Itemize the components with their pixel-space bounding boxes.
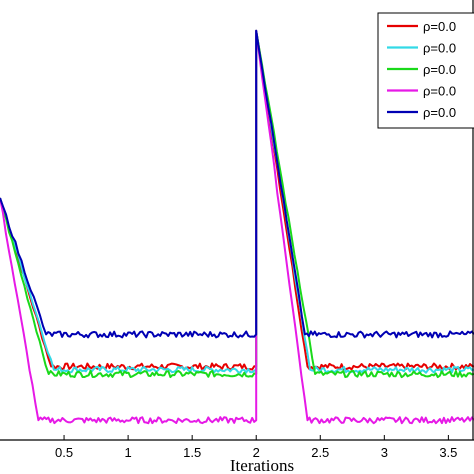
series-line-5	[0, 29, 474, 339]
legend-label-1: ρ=0.0	[423, 19, 456, 34]
legend-box	[377, 12, 474, 129]
x-axis-label: Iterations	[230, 456, 294, 474]
x-tick-label-6: 3	[381, 445, 388, 460]
legend-label-3: ρ=0.0	[423, 62, 456, 77]
series-line-4	[0, 29, 474, 425]
x-tick-label-2: 1	[124, 445, 131, 460]
x-tick-label-7: 3.5	[439, 445, 457, 460]
series-line-1	[0, 29, 474, 371]
plot-area	[0, 29, 474, 425]
legend-label-2: ρ=0.0	[423, 41, 456, 56]
legend-label-4: ρ=0.0	[423, 84, 456, 99]
legend-label-5: ρ=0.0	[423, 105, 456, 120]
x-tick-label-5: 2.5	[311, 445, 329, 460]
x-tick-label-1: 0.5	[55, 445, 73, 460]
x-tick-label-3: 1.5	[183, 445, 201, 460]
series-line-3	[0, 29, 474, 379]
x-tick-label-4: 2	[253, 445, 260, 460]
legend: ρ=0.0 ρ=0.0 ρ=0.0 ρ=0.0 ρ=0.0	[377, 12, 474, 129]
